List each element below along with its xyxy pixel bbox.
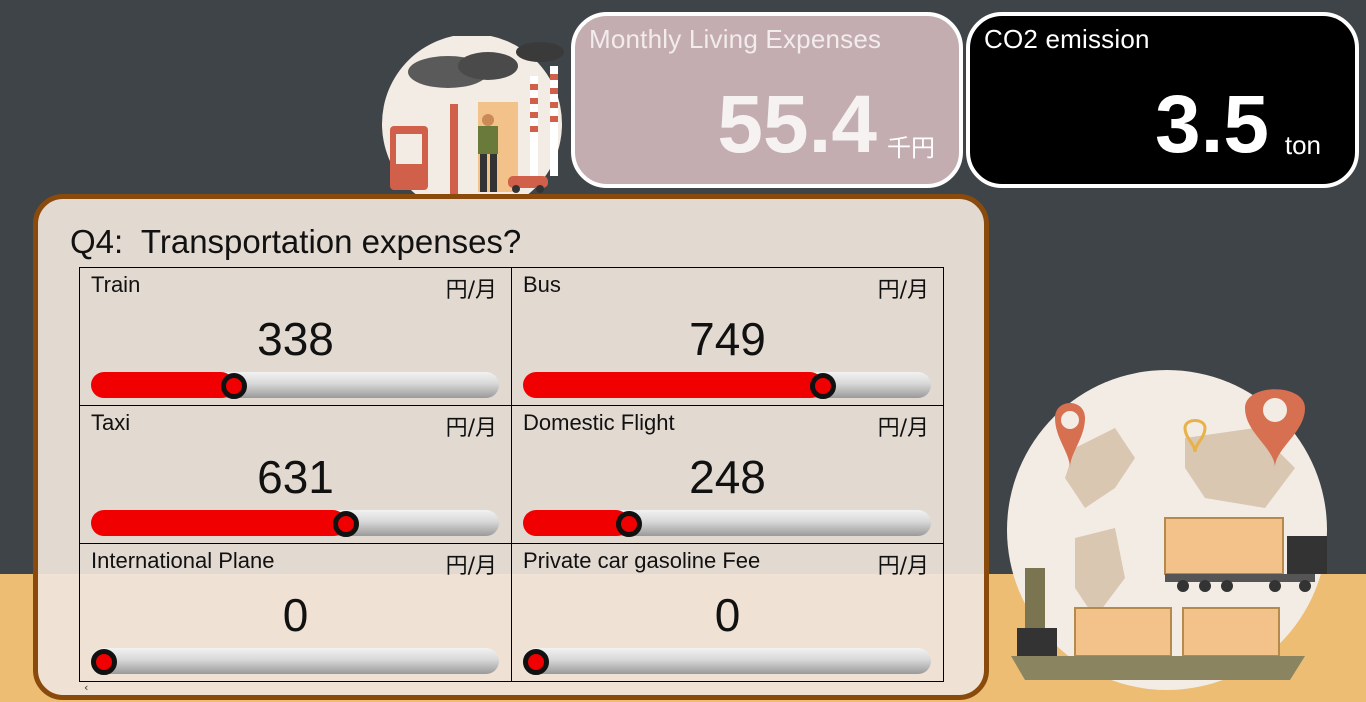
expense-label: Bus bbox=[523, 272, 561, 297]
expense-label: Taxi bbox=[91, 410, 131, 435]
slider-fill bbox=[523, 372, 823, 398]
expense-unit: 円/月 bbox=[445, 278, 497, 303]
world-logistics-illustration bbox=[1007, 370, 1327, 690]
expense-item-taxi: Taxi 円/月 631 bbox=[80, 406, 512, 544]
expense-label: Domestic Flight bbox=[523, 410, 675, 435]
co2-emission-value: 3.5 bbox=[1155, 79, 1269, 170]
expense-item-private-car-gasoline: Private car gasoline Fee 円/月 0 bbox=[512, 544, 944, 682]
expense-unit: 円/月 bbox=[877, 416, 929, 441]
monthly-expenses-card: Monthly Living Expenses 55.4 千円 bbox=[571, 12, 963, 188]
expense-value: 749 bbox=[689, 313, 766, 365]
co2-emission-unit: ton bbox=[1284, 130, 1321, 160]
co2-emission-title: CO2 emission bbox=[984, 24, 1150, 54]
expense-item-international-plane: International Plane 円/月 0 bbox=[80, 544, 512, 682]
monthly-expenses-unit: 千円 bbox=[887, 135, 935, 162]
expense-unit: 円/月 bbox=[877, 554, 929, 579]
expense-slider[interactable] bbox=[523, 372, 931, 399]
expense-value: 0 bbox=[282, 589, 309, 641]
expense-value: 338 bbox=[257, 313, 334, 365]
transportation-question-panel: Q4: Transportation expenses? Train 円/月 3… bbox=[33, 194, 989, 700]
scroll-left-icon[interactable]: ‹ bbox=[84, 681, 89, 694]
expense-value: 631 bbox=[257, 451, 334, 503]
slider-fill bbox=[91, 510, 346, 536]
expense-slider[interactable] bbox=[91, 648, 499, 675]
question-title: Q4: Transportation expenses? bbox=[70, 223, 522, 260]
expense-label: International Plane bbox=[91, 548, 275, 573]
slider-thumb[interactable] bbox=[333, 511, 359, 537]
expense-slider[interactable] bbox=[523, 510, 931, 537]
expense-value: 0 bbox=[714, 589, 741, 641]
expense-item-train: Train 円/月 338 bbox=[80, 268, 512, 406]
slider-thumb[interactable] bbox=[221, 373, 247, 399]
expense-slider[interactable] bbox=[91, 510, 499, 537]
monthly-expenses-title: Monthly Living Expenses bbox=[589, 24, 882, 54]
expense-item-domestic-flight: Domestic Flight 円/月 248 bbox=[512, 406, 944, 544]
expense-unit: 円/月 bbox=[877, 278, 929, 303]
co2-emission-card: CO2 emission 3.5 ton bbox=[966, 12, 1359, 188]
slider-thumb[interactable] bbox=[523, 649, 549, 675]
slider-fill bbox=[91, 372, 234, 398]
slider-fill bbox=[523, 510, 629, 536]
expense-grid: Train 円/月 338 Bus 円/月 749 Taxi 円/月 631 bbox=[79, 267, 944, 682]
expense-slider[interactable] bbox=[91, 372, 499, 399]
expense-label: Train bbox=[91, 272, 141, 297]
expense-unit: 円/月 bbox=[445, 416, 497, 441]
slider-thumb[interactable] bbox=[810, 373, 836, 399]
monthly-expenses-value: 55.4 bbox=[717, 79, 877, 170]
slider-thumb[interactable] bbox=[616, 511, 642, 537]
expense-value: 248 bbox=[689, 451, 766, 503]
expense-label: Private car gasoline Fee bbox=[523, 548, 761, 573]
expense-item-bus: Bus 円/月 749 bbox=[512, 268, 944, 406]
expense-unit: 円/月 bbox=[445, 554, 497, 579]
factory-illustration bbox=[382, 36, 564, 196]
slider-thumb[interactable] bbox=[91, 649, 117, 675]
expense-slider[interactable] bbox=[523, 648, 931, 675]
